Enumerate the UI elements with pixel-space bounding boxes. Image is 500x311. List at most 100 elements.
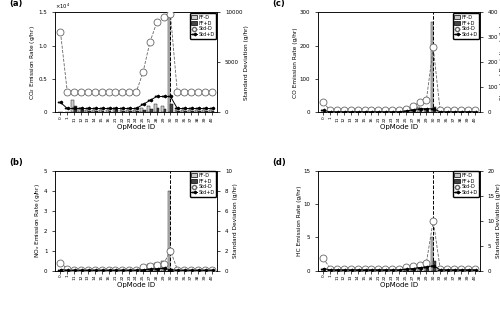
Bar xyxy=(126,270,129,271)
Std+D xyxy=(416,266,422,269)
Std+D xyxy=(444,110,450,114)
Bar xyxy=(447,270,450,271)
Std+D xyxy=(362,268,368,272)
Std+D xyxy=(71,268,77,272)
Std+D xyxy=(112,107,118,110)
Bar xyxy=(85,270,88,271)
Std+D xyxy=(458,268,464,272)
Std-D xyxy=(444,109,450,112)
Std+D xyxy=(451,268,457,272)
Bar xyxy=(85,110,88,113)
Bar xyxy=(156,267,160,271)
Std+D xyxy=(112,268,118,272)
Std-D xyxy=(354,109,360,112)
Bar xyxy=(202,270,205,271)
Std-D xyxy=(472,267,478,271)
Std+D xyxy=(174,268,180,272)
Std+D xyxy=(376,268,382,272)
Std+D xyxy=(181,107,187,110)
Std+D xyxy=(195,107,201,110)
Std-D xyxy=(71,268,77,272)
Bar xyxy=(420,110,422,113)
Bar xyxy=(392,112,395,113)
Std-D xyxy=(154,21,160,24)
Std+D xyxy=(92,268,98,272)
Std+D xyxy=(424,107,430,111)
Std+D xyxy=(464,268,470,272)
Std-D xyxy=(451,267,457,271)
Std-D xyxy=(403,265,409,269)
Std+D xyxy=(444,268,450,272)
Std+D xyxy=(396,110,402,114)
Text: (b): (b) xyxy=(10,157,24,166)
Std+D xyxy=(208,268,214,272)
Bar xyxy=(205,111,208,113)
Std+D xyxy=(85,268,91,272)
Legend: FF-D, FF+D, Std-D, Std+D: FF-D, FF+D, Std-D, Std+D xyxy=(190,13,216,39)
Std+D xyxy=(126,107,132,110)
Bar xyxy=(358,112,360,113)
Bar xyxy=(468,112,470,113)
Text: $\times10^4$: $\times10^4$ xyxy=(55,2,70,12)
Bar xyxy=(126,110,129,113)
X-axis label: OpMode ID: OpMode ID xyxy=(117,124,155,130)
Std-D xyxy=(458,267,464,271)
Bar xyxy=(143,270,146,271)
Std-D xyxy=(92,91,98,94)
Bar xyxy=(341,270,344,271)
Std-D xyxy=(98,91,104,94)
Bar xyxy=(430,237,434,271)
Bar xyxy=(102,111,104,113)
Std+D xyxy=(58,268,64,272)
Std-D xyxy=(382,267,388,271)
Bar xyxy=(184,111,187,113)
Bar xyxy=(390,112,392,113)
Y-axis label: CO Emission Rate (g/hr): CO Emission Rate (g/hr) xyxy=(294,27,298,98)
Std-D xyxy=(320,101,326,104)
Std-D xyxy=(168,249,173,253)
Bar xyxy=(355,112,358,113)
Std-D xyxy=(416,263,422,267)
Std+D xyxy=(341,110,347,114)
Bar xyxy=(150,267,152,271)
Std+D xyxy=(126,268,132,272)
Std+D xyxy=(58,101,64,104)
Std+D xyxy=(396,268,402,272)
Bar xyxy=(92,110,95,113)
Bar xyxy=(129,111,132,113)
X-axis label: OpMode ID: OpMode ID xyxy=(380,124,418,130)
Std+D xyxy=(133,268,139,272)
Std+D xyxy=(188,107,194,110)
Bar xyxy=(368,270,372,271)
Bar xyxy=(168,16,170,113)
Bar xyxy=(376,112,378,113)
Std+D xyxy=(327,110,333,114)
Bar xyxy=(161,261,164,271)
Std-D xyxy=(396,267,402,271)
Std-D xyxy=(174,91,180,94)
Bar xyxy=(150,109,152,113)
Bar xyxy=(334,270,337,271)
Bar xyxy=(444,112,447,113)
Std+D xyxy=(464,110,470,114)
Bar xyxy=(170,269,173,271)
Bar xyxy=(122,111,125,113)
Bar xyxy=(195,270,198,271)
Bar xyxy=(95,111,98,113)
Std-D xyxy=(362,267,368,271)
Bar xyxy=(212,111,214,113)
Bar xyxy=(156,109,160,113)
Std+D xyxy=(85,107,91,110)
Std+D xyxy=(416,107,422,111)
Bar xyxy=(337,270,340,271)
Bar xyxy=(99,270,102,271)
Std+D xyxy=(472,110,478,114)
Std-D xyxy=(92,268,98,272)
Std-D xyxy=(430,219,436,222)
Std-D xyxy=(71,91,77,94)
Bar xyxy=(72,100,74,113)
Std-D xyxy=(120,91,126,94)
Std-D xyxy=(403,107,409,111)
Bar xyxy=(116,110,118,113)
Std+D xyxy=(382,268,388,272)
